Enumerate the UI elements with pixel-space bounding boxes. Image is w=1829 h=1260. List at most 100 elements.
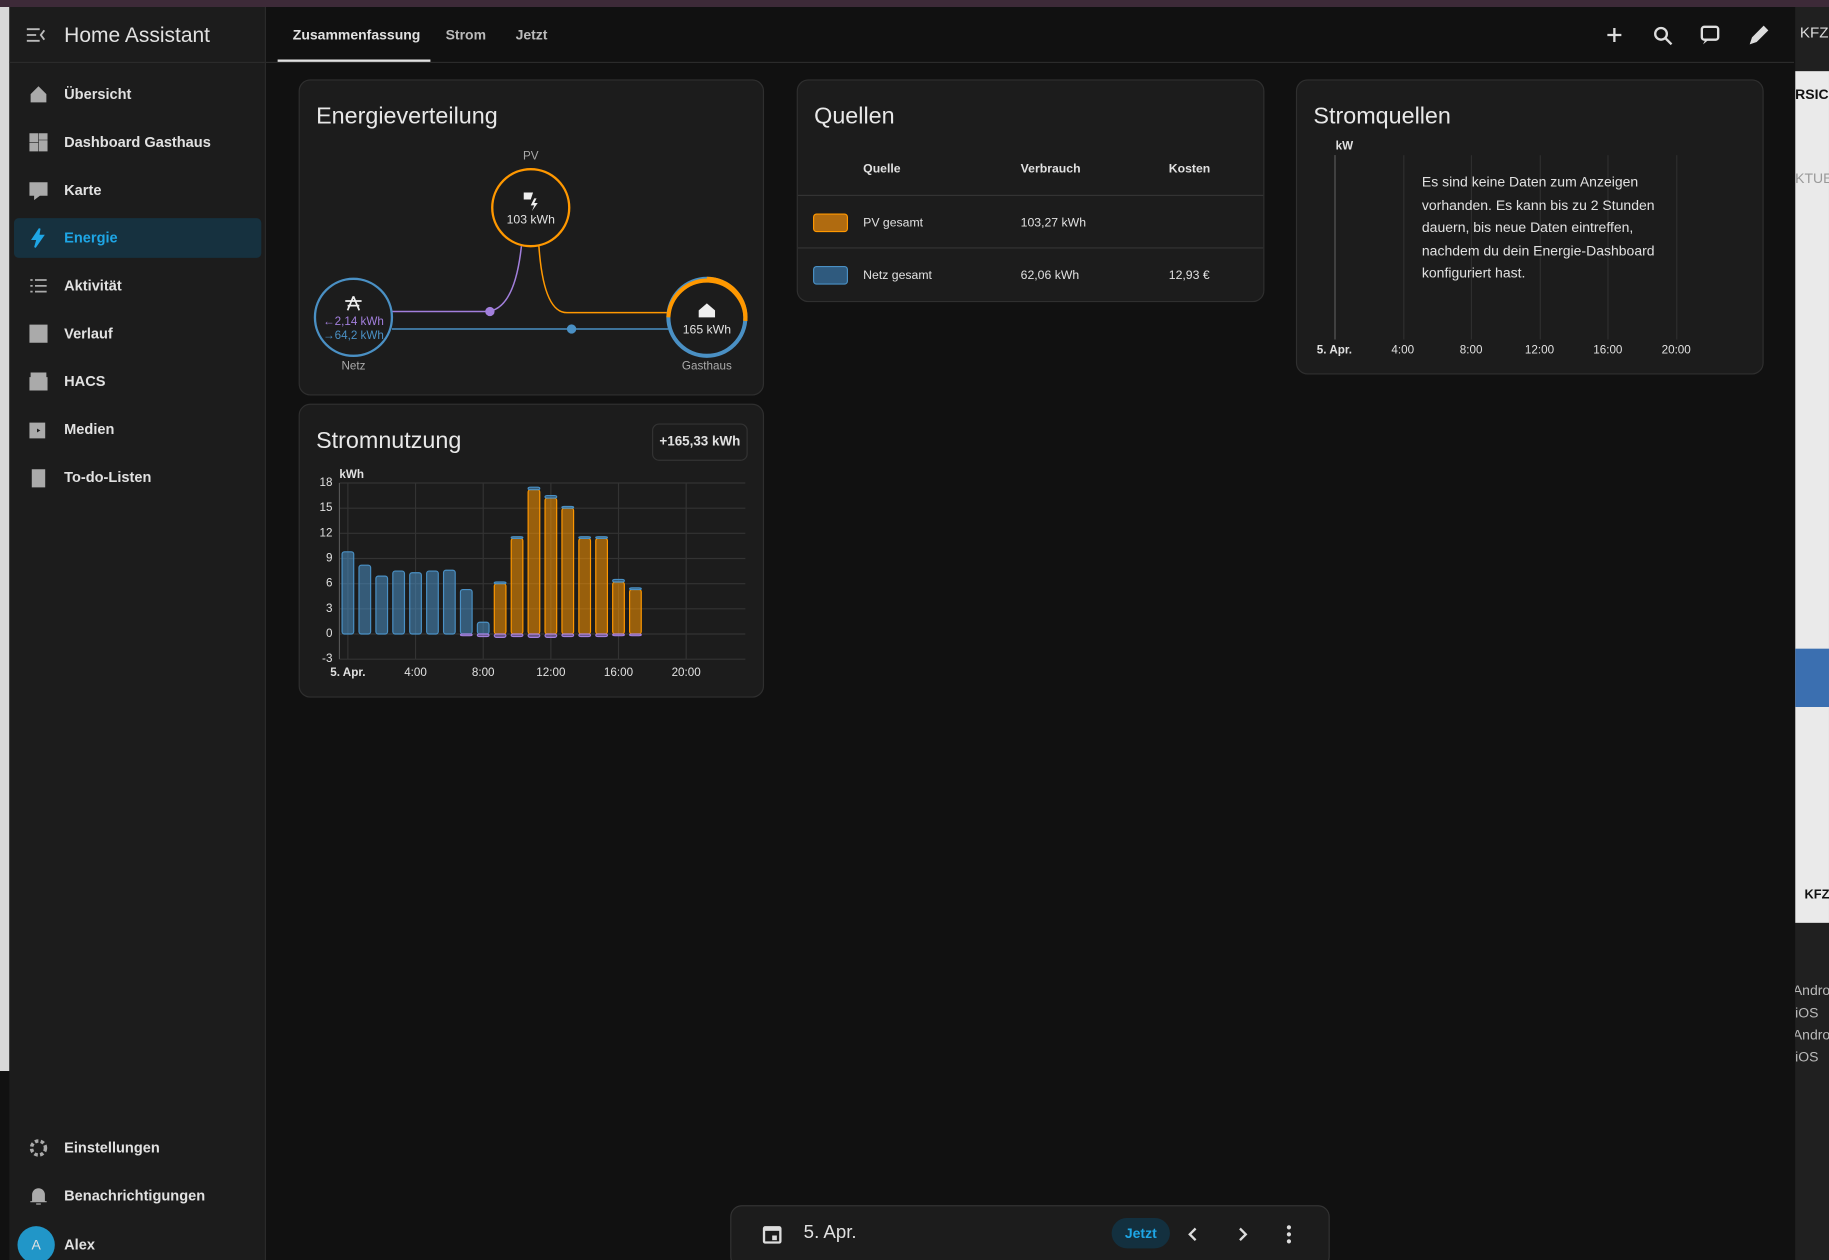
y-tick-label: 0 [326,627,333,640]
divider [797,247,1264,249]
swatch [813,213,849,233]
nav-item[interactable]: Karte [14,170,261,210]
card-title: Quellen [814,103,895,130]
bar [612,578,625,583]
bar [341,551,355,635]
card-title: Stromnutzung [316,428,462,454]
image [1795,648,1829,708]
nav-item[interactable]: To-do-Listen [14,457,261,497]
x-tick-label: 4:00 [1391,344,1415,358]
y-tick-label: 18 [319,476,332,489]
card-title: Stromquellen [1313,103,1451,130]
y-tick-label: 3 [326,602,332,615]
tab[interactable]: Zusammenfassung [292,26,421,44]
y-tick-label: -3 [322,652,332,665]
bar [578,536,592,539]
nav-item[interactable]: Benachrichtigungen [14,1176,261,1216]
divider [9,61,265,64]
bar [612,581,625,635]
nav-label: Übersicht [64,86,132,103]
x-tick-label: 5. Apr. [1316,344,1353,358]
nav-label: Verlauf [64,325,113,342]
grid-line [1676,155,1678,340]
nav-item[interactable]: Einstellungen [14,1128,261,1168]
cell: 103,27 kWh [1020,215,1087,230]
panel [1795,71,1829,923]
bar [426,570,439,635]
bar [442,569,456,635]
bar [459,588,473,635]
grid-line [1334,155,1336,340]
grid-line [1402,155,1404,340]
bar [358,564,372,635]
bar [578,537,592,635]
menu-icon[interactable] [26,26,47,45]
user-name: Alex [64,1236,95,1254]
bar [595,536,609,539]
bar [544,633,558,638]
bar [392,570,406,635]
nav-item[interactable]: Verlauf [14,314,261,354]
nav-label: Karte [64,182,102,199]
bar [544,497,558,635]
nav-item[interactable]: Aktivität [14,266,261,306]
bar [544,495,558,499]
column-header: Quelle [863,162,901,177]
sidebar: Home Assistant Übersicht Dashboard Gastha… [9,7,266,1260]
nav-item[interactable]: Medien [14,410,261,450]
text: iOS [1795,1004,1819,1021]
x-tick-label: 12:00 [1524,344,1555,358]
text: KTUE [1795,170,1829,187]
tab-indicator [277,59,431,62]
card-title: Energieverteilung [316,103,498,130]
nav-item[interactable]: Dashboard Gasthaus [14,123,261,163]
bar [561,505,575,509]
bar [595,537,609,635]
column-header: Kosten [1168,162,1211,177]
avatar[interactable]: A [17,1226,55,1260]
distribution-card: Energieverteilung [298,79,765,396]
flow-diagram: PV 103 kWh ←2,14 kWh →64,2 kWh Netz 165 … [313,149,748,372]
nav-item[interactable]: HACS [14,362,261,402]
empty-message: Es sind keine Daten zum Anzeigen vorhand… [1421,173,1655,282]
tab[interactable]: Jetzt [515,26,548,44]
x-tick-label: 5. Apr. [330,666,365,679]
bar [493,583,507,635]
sources-card: Quellen Quelle Verbrauch Kosten PV gesam… [796,79,1265,303]
bar [476,621,490,635]
bar [375,575,389,635]
nav-label: Aktivität [64,277,122,295]
nav-label: HACS [64,373,106,390]
nav-item[interactable]: Übersicht [14,75,261,115]
bar [493,581,507,585]
toolbar: Zusammenfassung Strom Jetzt [265,7,1795,64]
window-edge [0,7,10,1072]
nav-buttons[interactable] [1184,1223,1301,1246]
x-tick-label: 4:00 [404,666,427,679]
x-tick-label: 8:00 [1459,344,1483,358]
x-tick-label: 20:00 [1661,344,1691,358]
app-title: Home Assistant [64,23,211,47]
cell: Netz gesamt [863,268,932,283]
cell: 12,93 € [1168,268,1210,283]
nav-item[interactable]: Energie [13,218,262,258]
nav-label: Dashboard Gasthaus [64,134,211,151]
now-button[interactable]: Jetzt [1111,1218,1170,1249]
bar [510,536,524,539]
bar [527,486,541,491]
bar [510,633,524,638]
bar [459,633,473,637]
bar [629,633,642,637]
axis-unit: kW [1335,140,1354,153]
calendar-icon[interactable] [762,1224,783,1245]
tab[interactable]: Strom [445,26,487,44]
nav-label: Medien [64,421,115,438]
y-tick-label: 15 [319,501,332,514]
divider [797,194,1264,197]
x-tick-label: 8:00 [472,666,495,679]
bar [476,633,490,638]
toolbar-icons[interactable] [1596,23,1771,46]
x-tick-label: 12:00 [536,666,566,679]
